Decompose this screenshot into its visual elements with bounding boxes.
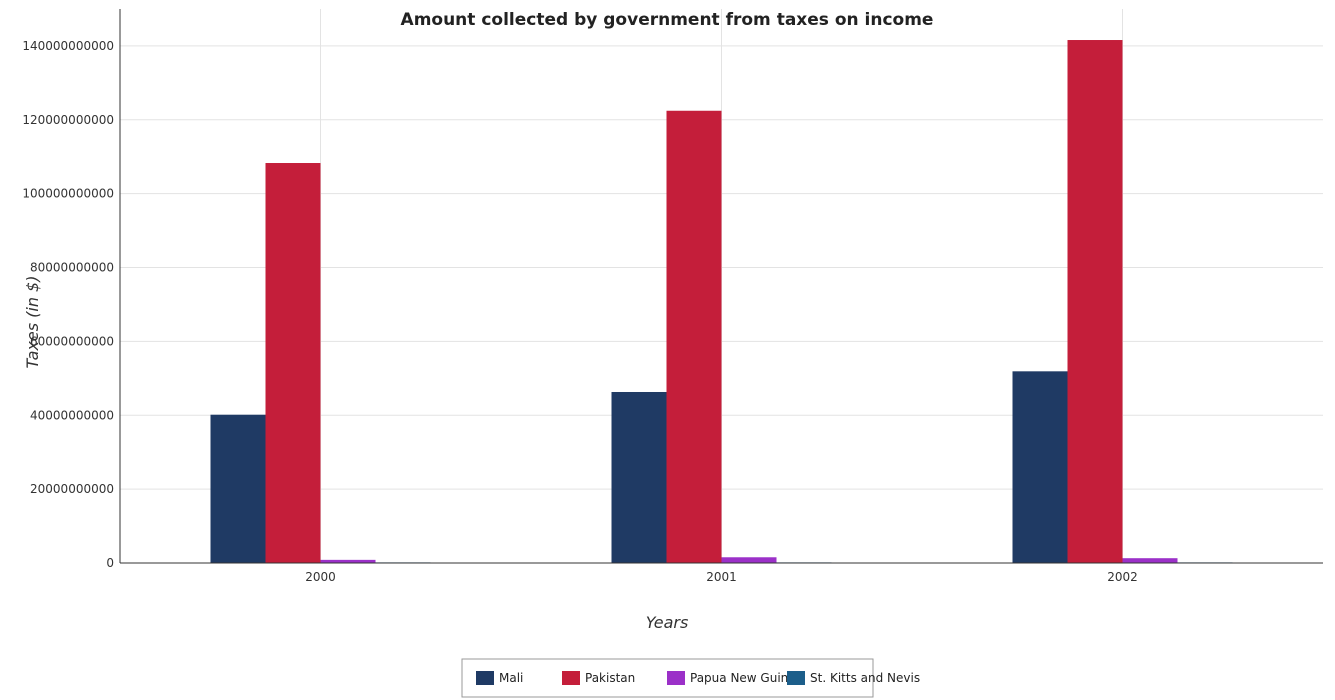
bars: [210, 40, 1233, 564]
x-axis-label: Years: [646, 613, 689, 632]
legend-label: St. Kitts and Nevis: [810, 671, 920, 685]
y-tick-label: 60000000000: [30, 334, 114, 348]
bar-pakistan-2001: [666, 110, 722, 563]
legend-label: Mali: [499, 671, 523, 685]
bar-papua-new-guinea-2002: [1122, 558, 1178, 563]
y-tick-label: 40000000000: [30, 408, 114, 422]
legend-swatch: [562, 671, 580, 685]
x-tick-label: 2000: [305, 570, 336, 584]
bar-pakistan-2000: [265, 163, 321, 563]
legend-swatch: [476, 671, 494, 685]
y-tick-label: 20000000000: [30, 482, 114, 496]
y-tick-label: 120000000000: [22, 113, 114, 127]
y-tick-label: 100000000000: [22, 187, 114, 201]
bar-papua-new-guinea-2000: [320, 559, 376, 563]
bar-mali-2001: [611, 391, 667, 563]
legend-swatch: [667, 671, 685, 685]
x-tick-label: 2002: [1107, 570, 1138, 584]
legend-label: Papua New Guinea: [690, 671, 803, 685]
chart-title: Amount collected by government from taxe…: [401, 10, 934, 30]
y-axis-label: Taxes (in $): [23, 276, 42, 369]
y-tick-label: 0: [106, 556, 114, 570]
bar-mali-2000: [210, 414, 266, 563]
bar-pakistan-2002: [1067, 40, 1123, 564]
bar-mali-2002: [1012, 371, 1068, 563]
y-tick-label: 80000000000: [30, 261, 114, 275]
x-tick-label: 2001: [706, 570, 737, 584]
bar-papua-new-guinea-2001: [721, 557, 777, 563]
axes: 0 20000000000 40000000000 60000000000 800000…: [22, 9, 1323, 584]
legend-label: Pakistan: [585, 671, 635, 685]
legend: Mali Pakistan Papua New Guinea St. Kitts an…: [461, 658, 920, 698]
legend-swatch: [787, 671, 805, 685]
y-tick-label: 140000000000: [22, 39, 114, 53]
